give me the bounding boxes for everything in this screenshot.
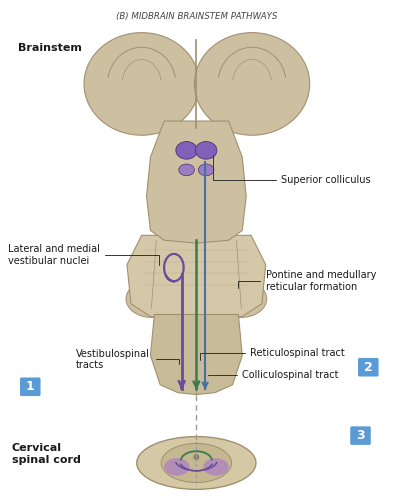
Polygon shape: [150, 314, 242, 394]
Text: Brainstem: Brainstem: [18, 43, 81, 53]
Text: 2: 2: [363, 360, 372, 374]
Ellipse shape: [175, 142, 197, 159]
Ellipse shape: [194, 32, 309, 135]
Text: Lateral and medial
vestibular nuclei: Lateral and medial vestibular nuclei: [8, 244, 159, 266]
Ellipse shape: [161, 444, 231, 482]
Ellipse shape: [198, 164, 213, 176]
Ellipse shape: [84, 32, 199, 135]
Ellipse shape: [136, 436, 255, 490]
Polygon shape: [127, 236, 265, 320]
FancyBboxPatch shape: [20, 378, 41, 396]
Text: 3: 3: [355, 429, 364, 442]
Text: Cervical
spinal cord: Cervical spinal cord: [12, 444, 80, 465]
FancyBboxPatch shape: [357, 358, 378, 376]
Ellipse shape: [126, 280, 176, 318]
Text: Colliculospinal tract: Colliculospinal tract: [208, 370, 338, 380]
Ellipse shape: [215, 280, 266, 318]
Ellipse shape: [195, 142, 217, 159]
Text: Pontine and medullary
reticular formation: Pontine and medullary reticular formatio…: [238, 270, 375, 292]
Text: (B) MIDBRAIN BRAINSTEM PATHWAYS: (B) MIDBRAIN BRAINSTEM PATHWAYS: [115, 12, 276, 20]
Ellipse shape: [203, 458, 228, 475]
Polygon shape: [146, 121, 245, 243]
Text: Superior colliculus: Superior colliculus: [213, 155, 370, 184]
Ellipse shape: [178, 164, 194, 176]
Text: Reticulospinal tract: Reticulospinal tract: [200, 348, 344, 360]
Ellipse shape: [164, 458, 189, 475]
FancyBboxPatch shape: [349, 426, 370, 445]
Text: Vestibulospinal
tracts: Vestibulospinal tracts: [76, 348, 178, 370]
Text: 1: 1: [26, 380, 34, 394]
Circle shape: [193, 454, 198, 460]
